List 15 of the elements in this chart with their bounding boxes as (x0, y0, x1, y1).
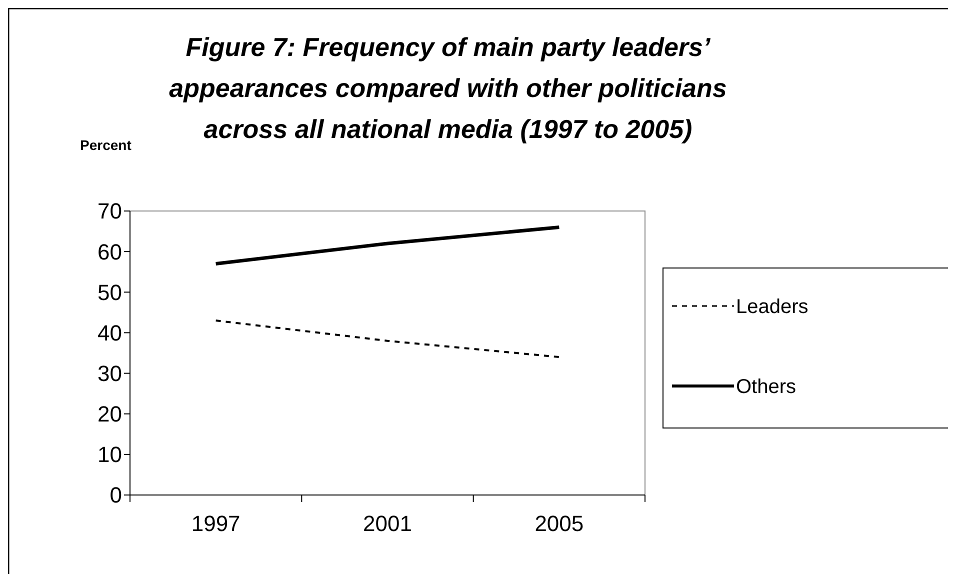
y-tick-label: 70 (98, 198, 122, 224)
y-tick-label: 0 (110, 482, 122, 508)
legend-label: Leaders (736, 296, 808, 318)
x-tick-label: 2001 (363, 511, 412, 536)
y-tick-label: 30 (98, 360, 122, 386)
x-tick-label: 1997 (191, 511, 240, 536)
y-tick-label: 60 (98, 239, 122, 264)
y-tick-label: 10 (98, 442, 122, 468)
legend-label: Others (736, 376, 796, 398)
y-tick-label: 20 (98, 402, 122, 427)
y-axis-title: Percent (80, 137, 132, 153)
y-tick-label: 40 (98, 320, 122, 346)
y-tick-label: 50 (98, 280, 122, 305)
x-tick-label: 2005 (534, 511, 584, 536)
chart-title: Figure 7: Frequency of main party leaders’ appearances compared with other politicians across all national media (1997 to 2005) (169, 32, 727, 144)
